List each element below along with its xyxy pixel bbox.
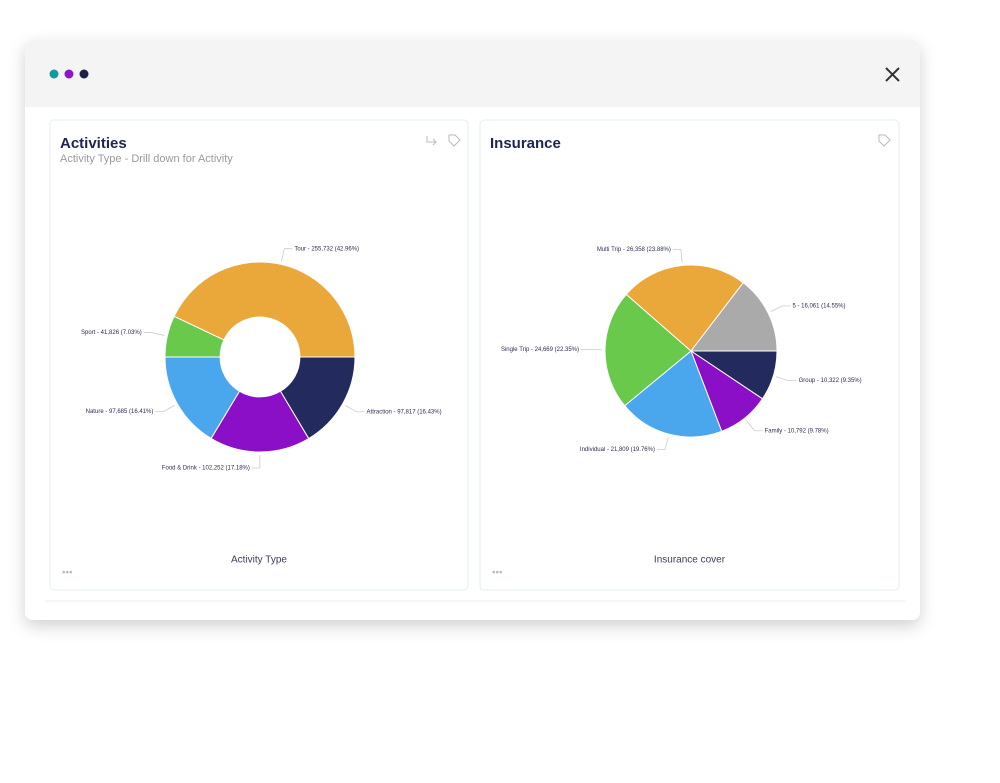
dot [50,70,59,79]
data-label: Attraction - 97,817 (16.43%) [367,409,442,415]
data-label: Family - 10,792 (9.78%) [765,428,829,434]
window-header [25,40,920,107]
data-label: Multi Trip - 26,358 (23.88%) [597,247,671,253]
data-label: Individual - 21,809 (19.76%) [580,447,655,453]
chart-title: Insurance [490,135,561,152]
card [50,120,468,590]
data-label: 5 - 16,061 (14.55%) [792,303,845,309]
data-label: Single Trip - 24,669 (22.35%) [501,347,579,353]
axis-label: Activity Type [231,555,287,566]
data-label: Group - 10,322 (9.35%) [799,378,862,384]
dot [80,70,89,79]
chart-title: Activities [60,135,127,152]
more-icon[interactable]: ••• [492,568,503,579]
more-icon[interactable]: ••• [62,568,73,579]
data-label: Nature - 97,685 (16.41%) [86,409,154,415]
data-label: Food & Drink - 102,252 (17.18%) [162,466,250,472]
dot [65,70,74,79]
data-label: Tour - 255,732 (42.96%) [294,246,359,252]
axis-label: Insurance cover [654,555,726,566]
data-label: Sport - 41,826 (7.03%) [81,330,142,336]
chart-subtitle: Activity Type - Drill down for Activity [60,153,233,165]
